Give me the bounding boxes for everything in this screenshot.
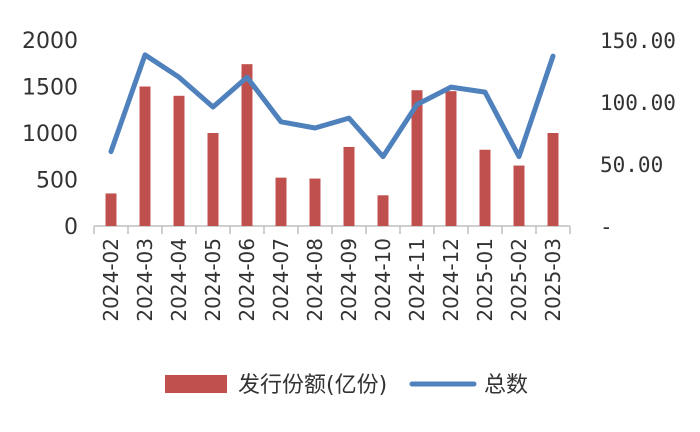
x-tick-label: 2024-11 [405,238,429,322]
bar-2024-10 [377,195,389,226]
left-axis-ticks: 0 500 1000 1500 2000 [22,29,78,240]
x-tick-label: 2024-03 [133,238,157,322]
x-tick-label: 2024-10 [371,238,395,322]
x-tick-label: 2024-07 [269,238,293,322]
legend: 发行份额(亿份) 总数 [165,373,528,398]
x-tick-label: 2024-06 [235,238,259,322]
bar-2024-02 [105,193,117,226]
legend-bar-swatch [165,375,227,393]
x-tick-label: 2024-05 [201,238,225,322]
bar-series [105,64,559,227]
line-series-总数 [108,52,556,160]
x-tick-label: 2024-04 [167,238,191,322]
left-tick-label: 500 [36,169,78,194]
bar-2024-12 [445,91,457,227]
bar-2024-07 [275,177,287,226]
x-tick-label: 2025-03 [541,238,565,322]
x-axis-labels: 2024-02 2024-03 2024-04 2024-05 2024-06 2024-… [99,238,565,322]
x-tick-label: 2024-09 [337,238,361,322]
right-tick-label: - [600,215,613,239]
bar-2025-03 [547,133,559,226]
right-tick-label: 50.00 [600,153,663,177]
bar-2024-03 [139,86,151,226]
bar-2024-11 [411,90,423,226]
bar-2025-01 [479,149,491,226]
left-tick-label: 1000 [22,122,78,147]
bar-2024-06 [241,64,253,227]
x-tick-label: 2025-02 [507,238,531,322]
left-tick-label: 1500 [22,76,78,101]
right-axis-ticks: - 50.00 100.00 150.00 [600,29,676,239]
bar-2024-09 [343,146,355,226]
x-tick-label: 2024-02 [99,238,123,322]
bar-2024-04 [173,95,185,226]
x-axis-tick-marks [93,226,571,234]
right-tick-label: 150.00 [600,29,676,53]
x-tick-label: 2024-08 [303,238,327,322]
left-tick-label: 2000 [22,29,78,54]
left-tick-label: 0 [64,215,78,240]
legend-bar-label: 发行份额(亿份) [238,373,387,398]
x-tick-label: 2025-01 [473,238,497,322]
right-tick-label: 100.00 [600,91,676,115]
legend-line-label: 总数 [484,373,528,398]
x-tick-label: 2024-12 [439,238,463,322]
bar-2024-05 [207,133,219,226]
bar-2024-08 [309,178,321,226]
bar-2025-02 [513,165,525,226]
